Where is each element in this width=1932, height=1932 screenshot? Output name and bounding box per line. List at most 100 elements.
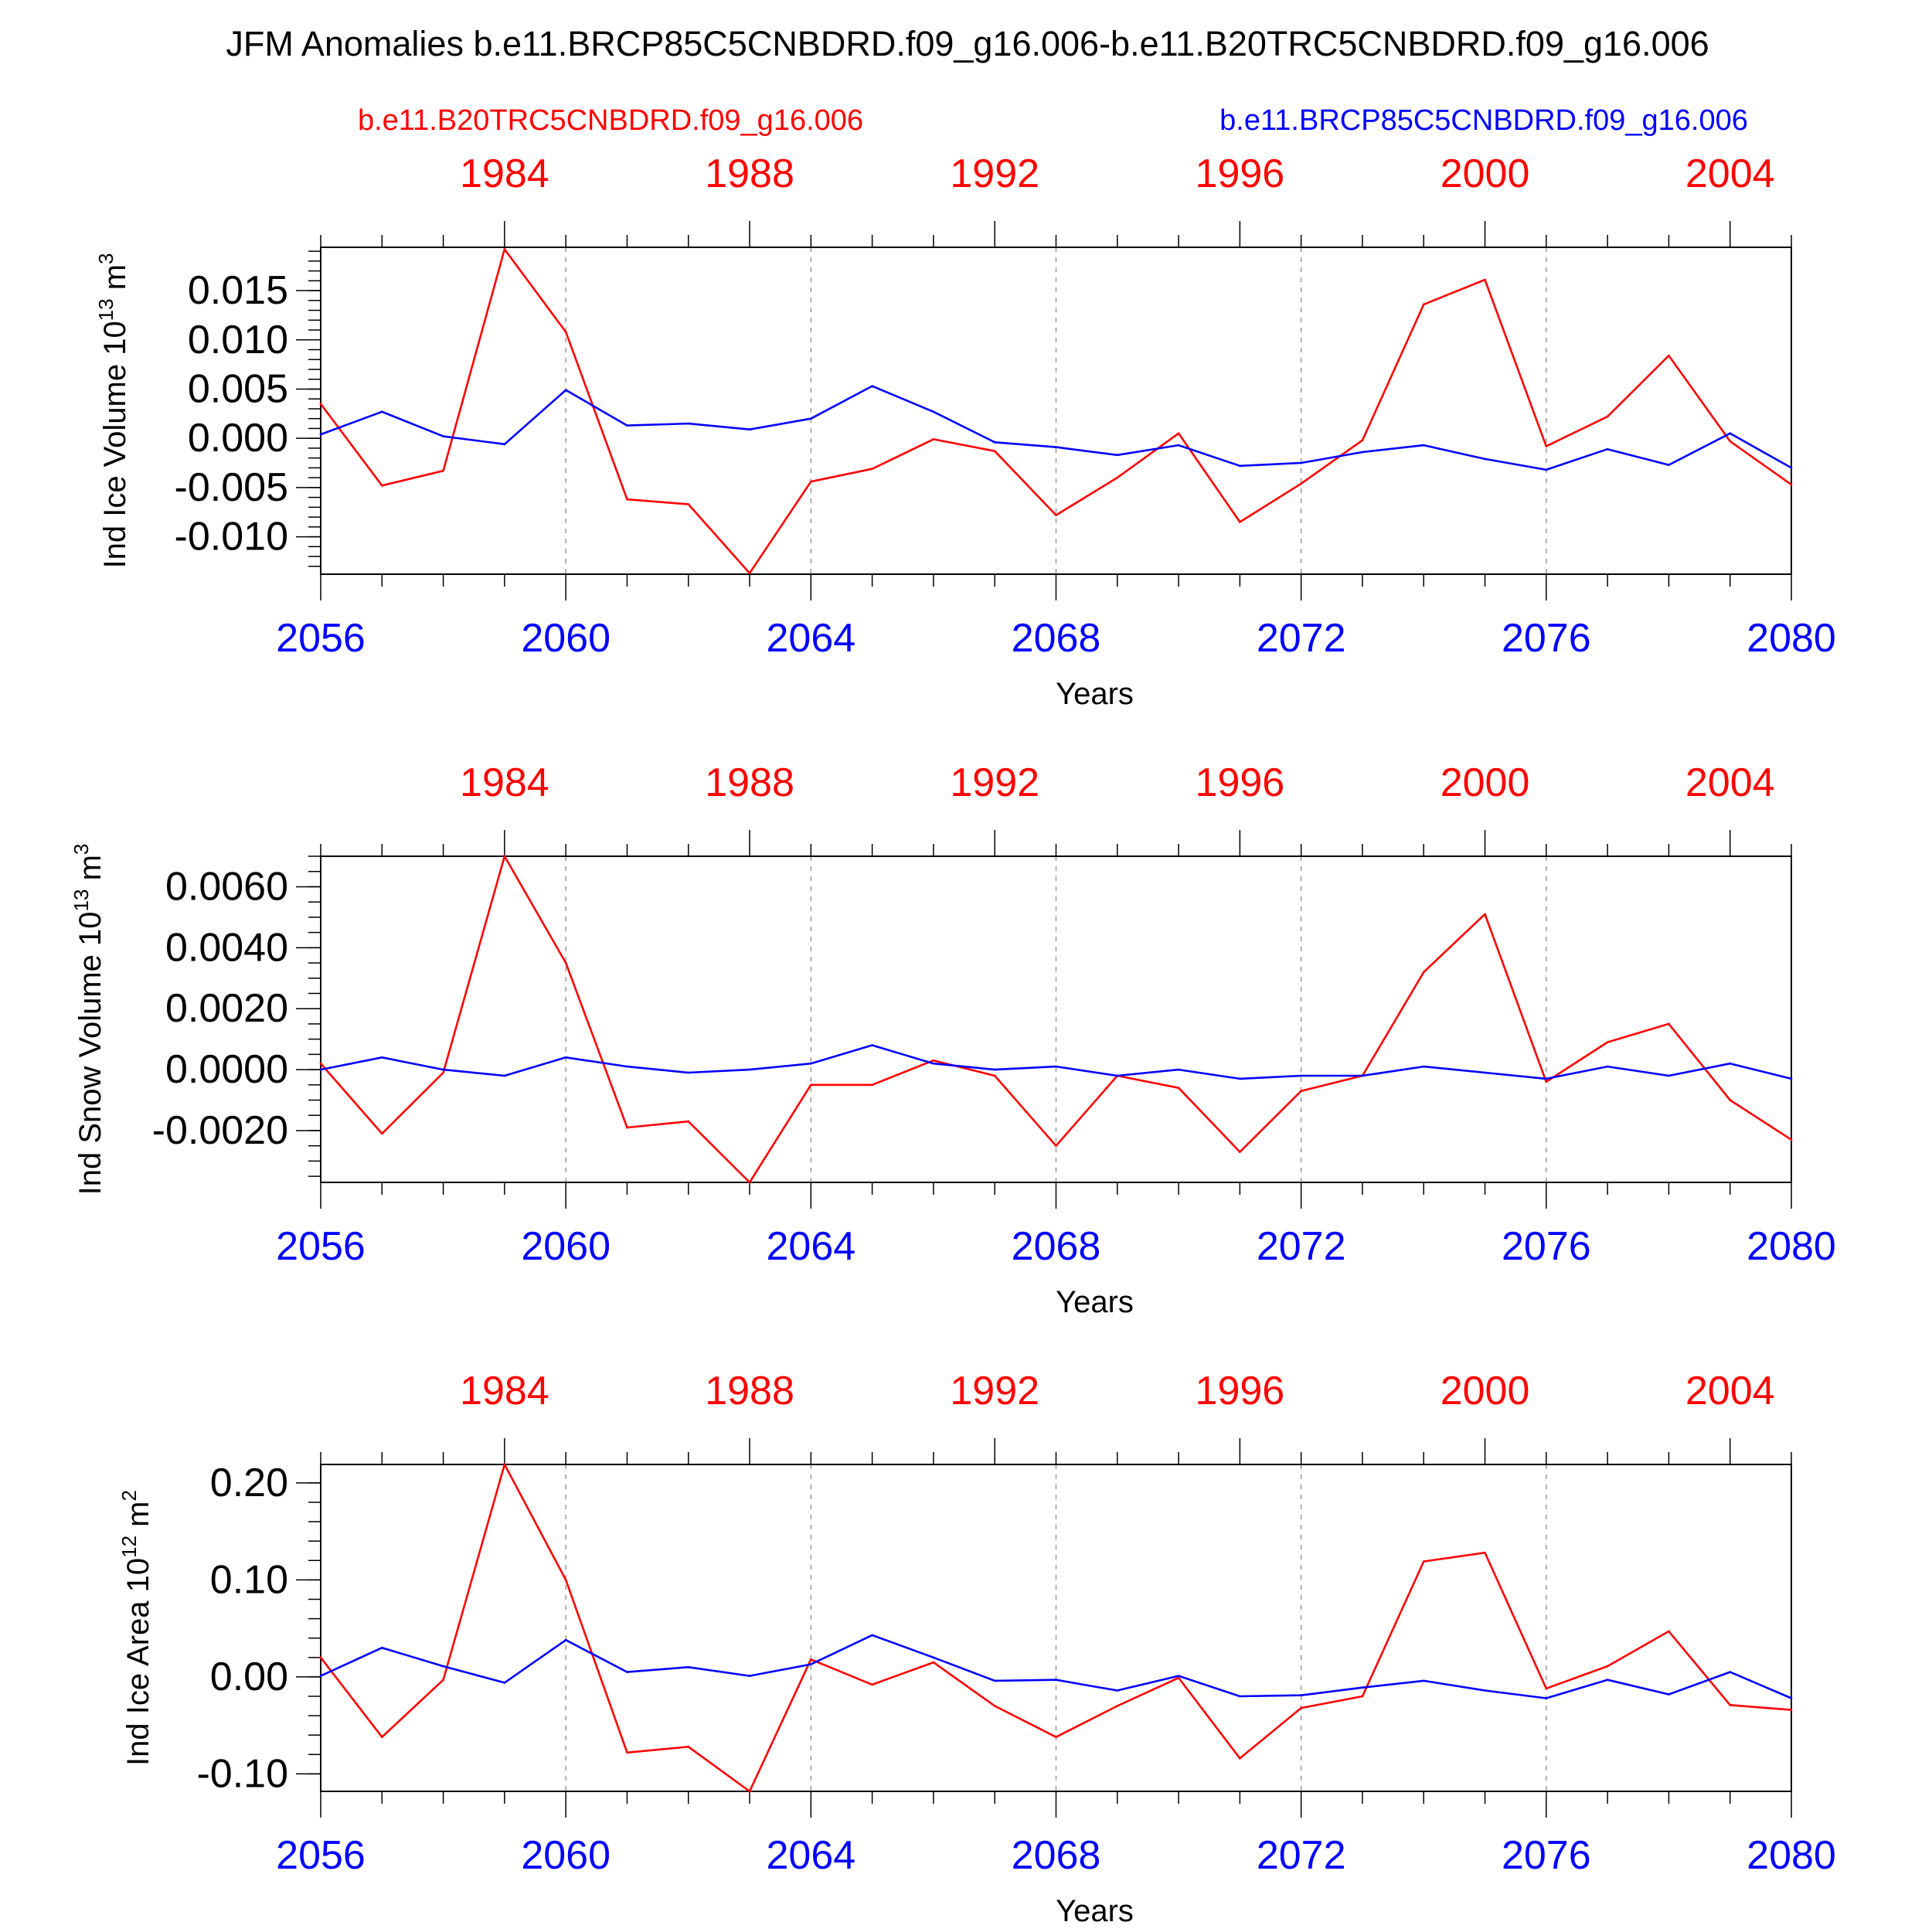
legend-future-label: b.e11.BRCP85C5CNBDRD.f09_g16.006 [1219,104,1748,137]
chart-1-series-hist-point [1668,354,1670,357]
chart-2-series-future-point [1300,1074,1303,1077]
chart-2-series-hist-point [442,1071,444,1074]
chart-3-series-hist-point [1055,1736,1057,1739]
chart-3-ylabel-text: Ind Ice Area 10 [121,1558,155,1766]
chart-2-xlabel: Years [1056,1285,1134,1319]
chart-3-series-hist-point [564,1578,567,1581]
chart-2-series-hist-point [1484,913,1486,916]
chart-1-series-hist-point [871,468,874,471]
chart-1-ylabel-exponent: 13 [94,298,117,321]
chart-1-series-hist-point [319,403,322,405]
chart-1-series-future-point [871,385,874,388]
chart-1-series-hist-point [564,331,567,333]
chart-2-top-tick-label: 1988 [705,760,794,805]
chart-3-series-future-point [626,1671,628,1674]
chart-1-top-tick-label: 1992 [950,151,1039,196]
chart-2-ylabel-unit-exponent: 3 [70,844,93,855]
chart-2-series-future-point [564,1056,567,1059]
chart-2-series-hist-point [687,1120,690,1123]
chart-3-series-hist-point [932,1661,935,1664]
chart-3-xlabel: Years [1056,1894,1134,1928]
chart-2-series-hist-point [1177,1087,1180,1090]
chart-3-series-future-point [1545,1697,1548,1699]
chart-2-series-future-point [1422,1065,1425,1068]
chart-1-y-tick-label: 0.015 [188,268,288,313]
chart-1-series-hist-point [1361,439,1364,442]
chart-3-series-future-point [1422,1679,1425,1682]
chart-3-series-hist-point [1606,1665,1609,1668]
chart-1-x-tick-label: 2060 [521,616,611,661]
chart-1-series-hist-point [1177,432,1180,435]
chart-3-series-hist-point [1545,1687,1548,1690]
chart-2-series-hist-point [626,1126,628,1129]
chart-1-series-future-point [809,417,812,420]
chart-3-ylabel-exponent: 12 [117,1536,141,1558]
chart-3-series-future-point [1116,1689,1119,1692]
chart-1-series-hist-point [1484,278,1486,281]
chart-2-x-tick-label: 2056 [276,1224,366,1269]
chart-3-series-future-point [1055,1679,1057,1682]
chart-1-x-tick-label: 2068 [1012,616,1101,661]
chart-1-series-hist-point [1055,514,1057,516]
chart-3-x-tick-label: 2068 [1012,1833,1101,1878]
chart-1-series-hist-point [748,572,751,575]
chart-2-series-hist-point [1545,1080,1548,1083]
chart-3-series-hist-point [1177,1676,1180,1679]
chart-3-series-future-point [932,1656,935,1659]
chart-3-series-future-point [503,1682,506,1684]
chart-3-series-future-point [993,1679,996,1682]
chart-1-series-future-point [626,424,628,427]
chart-2-series-future-point [932,1062,935,1065]
chart-2-y-tick-label: -0.0020 [152,1108,288,1153]
chart-3-series-hist-point [626,1751,628,1754]
chart-2-y-tick-label: 0.0020 [165,986,288,1031]
chart-2-y-tick-label: 0.0040 [165,925,288,970]
chart-3-series-future-point [1668,1693,1670,1696]
chart-2-series-hist-point [1422,971,1425,974]
chart-1-series-hist-point [993,450,996,453]
chart-2-top-tick-label: 1992 [950,760,1039,805]
chart-2-ylabel-exponent: 13 [70,889,93,912]
chart-3-top-tick-label: 1984 [460,1369,549,1413]
chart-2-ylabel-text: Ind Snow Volume 10 [73,911,107,1195]
chart-2-series-future-point [993,1068,996,1071]
chart-3-series-future-point [1238,1695,1241,1698]
chart-1-series-future-point [1790,466,1793,469]
chart-2-series-future-point [1238,1077,1241,1080]
chart-3-x-tick-label: 2080 [1747,1833,1836,1878]
chart-2-series-hist-point [932,1059,935,1062]
chart-3-series-future-point [1790,1697,1793,1699]
chart-3-series-future-point [319,1675,322,1678]
chart-3-ylabel: Ind Ice Area 1012 m2 [117,1490,155,1766]
chart-3-series-hist-point [319,1656,322,1659]
chart-1-x-tick-label: 2064 [766,616,855,661]
chart-1-series-future-point [1361,451,1364,454]
chart-3-series-future-point [564,1638,567,1641]
chart-1-ylabel-unit-exponent: 3 [94,253,117,264]
chart-2-series-hist-point [1606,1041,1609,1043]
chart-2-x-tick-label: 2076 [1502,1224,1591,1269]
chart-3-ylabel-unit-exponent: 2 [117,1490,141,1501]
chart-2-x-tick-label: 2072 [1257,1224,1346,1269]
chart-1-series-future-point [1422,444,1425,447]
chart-2-ylabel-unit: m [73,855,107,889]
chart-3-series-future-point [809,1663,812,1665]
chart-3-series-hist-point [503,1463,506,1466]
chart-2-series-future-point [1790,1077,1793,1080]
chart-2-series-future-point [871,1044,874,1046]
chart-1-series-hist-point [1545,444,1548,447]
chart-1-series-hist-point [1300,482,1303,485]
chart-1-y-tick-label: -0.010 [175,515,288,560]
chart-3-ylabel-unit: m [121,1502,155,1536]
chart-1-series-hist-point [687,503,690,505]
chart-3-series-future-point [380,1646,383,1649]
chart-3-x-tick-label: 2060 [521,1833,611,1878]
chart-3-series-hist-point [748,1790,751,1793]
chart-2-series-future-point [1729,1062,1732,1065]
chart-2-top-tick-label: 1996 [1196,760,1285,805]
chart-2-series-future-point [1668,1074,1670,1077]
chart-2-series-future-point [319,1068,322,1071]
chart-1-series-future-point [319,433,322,436]
chart-1-series-future-point [1177,444,1180,447]
